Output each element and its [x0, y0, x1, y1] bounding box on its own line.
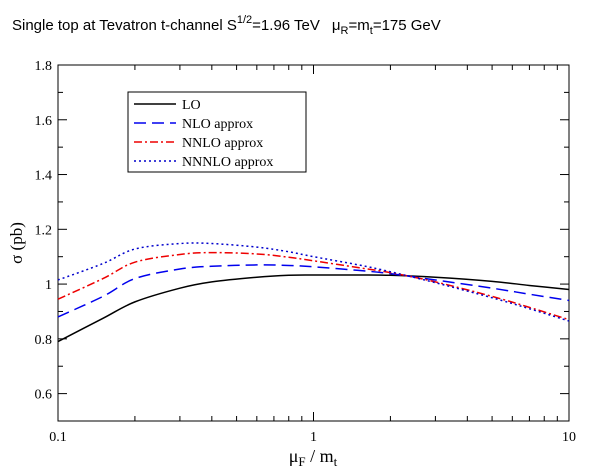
y-tick-label: 1.4: [35, 169, 53, 184]
title-eq: =m: [348, 17, 369, 34]
y-axis-label: σ (pb): [7, 222, 26, 264]
legend-box: [127, 91, 307, 173]
legend-label-lo: LO: [182, 98, 201, 113]
x-label-sub2: t: [334, 454, 338, 469]
series-line-nlo-approx: [57, 264, 570, 318]
series-line-lo: [57, 274, 570, 343]
x-tick-label: 10: [562, 430, 576, 445]
y-tick-label: 0.8: [35, 333, 53, 348]
legend: LO NLO approx NNLO approx NNNLO approx: [127, 91, 307, 173]
legend-label-nnlo-approx: NNLO approx: [182, 136, 263, 151]
y-tick-label: 0.6: [35, 388, 53, 403]
title-energy: =1.96 TeV: [252, 17, 320, 34]
axis-ticks: [57, 64, 569, 422]
series-line-nnlo-approx: [57, 251, 570, 321]
y-tick-label: 1.2: [35, 223, 53, 238]
title-mt-sub: t: [370, 25, 373, 37]
x-label-sub: F: [298, 454, 305, 469]
x-tick-label: 0.1: [49, 430, 67, 445]
x-label-mu: μ: [289, 446, 299, 466]
y-tick-label: 1: [45, 278, 52, 293]
title-sqrt-exp: 1/2: [237, 14, 252, 26]
title-mass: =175 GeV: [373, 17, 441, 34]
title-mu: μ: [332, 17, 341, 34]
series-lines: [57, 242, 570, 343]
x-label-slash: / m: [306, 446, 334, 466]
axis-tick-labels: 0.6 0.8 1 1.2 1.4 1.6 1.8 0.1 1 10: [35, 59, 577, 445]
y-tick-label: 1.8: [35, 59, 53, 74]
chart-title: Single top at Tevatron t-channel S1/2=1.…: [12, 14, 441, 37]
legend-items: LO NLO approx NNLO approx NNNLO approx: [134, 98, 273, 170]
legend-label-nnnlo-approx: NNNLO approx: [182, 155, 273, 170]
x-tick-label: 1: [310, 430, 317, 445]
title-main: Single top at Tevatron t-channel S: [12, 17, 237, 34]
title-mu-sub: R: [341, 25, 349, 37]
legend-label-nlo-approx: NLO approx: [182, 117, 253, 132]
y-tick-label: 1.6: [35, 114, 53, 129]
series-line-nnnlo-approx: [57, 242, 570, 322]
x-axis-label: μF / mt: [289, 446, 338, 469]
